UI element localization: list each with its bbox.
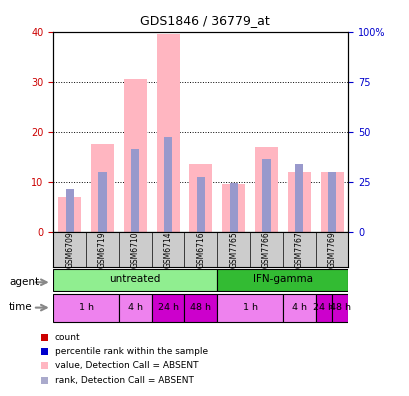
Bar xyxy=(124,79,146,232)
Text: GSM6709: GSM6709 xyxy=(65,231,74,268)
Text: GSM7767: GSM7767 xyxy=(294,231,303,268)
Bar xyxy=(331,294,348,322)
Bar xyxy=(119,294,151,322)
Bar xyxy=(156,34,179,232)
Text: IFN-gamma: IFN-gamma xyxy=(252,274,312,284)
Text: 48 h: 48 h xyxy=(190,303,211,312)
Bar xyxy=(222,184,245,232)
Bar xyxy=(254,147,277,232)
Bar xyxy=(131,149,139,232)
Bar xyxy=(294,164,303,232)
Text: rank, Detection Call = ABSENT: rank, Detection Call = ABSENT xyxy=(54,376,193,385)
Bar xyxy=(282,294,315,322)
Bar xyxy=(287,172,310,232)
Bar xyxy=(196,177,204,232)
Text: 1 h: 1 h xyxy=(242,303,257,312)
Bar xyxy=(91,144,114,232)
Text: value, Detection Call = ABSENT: value, Detection Call = ABSENT xyxy=(54,362,198,370)
Text: GSM6714: GSM6714 xyxy=(163,231,172,268)
Text: count: count xyxy=(54,333,80,342)
Bar xyxy=(41,377,48,384)
Text: GSM7769: GSM7769 xyxy=(327,231,336,268)
Text: 24 h: 24 h xyxy=(157,303,178,312)
Bar xyxy=(315,294,331,322)
Bar xyxy=(53,268,217,291)
Bar xyxy=(327,172,335,232)
Bar xyxy=(320,172,343,232)
Text: 4 h: 4 h xyxy=(128,303,142,312)
Bar xyxy=(184,294,217,322)
Bar xyxy=(65,189,74,232)
Text: 4 h: 4 h xyxy=(291,303,306,312)
Bar xyxy=(58,197,81,232)
Text: 1 h: 1 h xyxy=(79,303,93,312)
Bar xyxy=(262,159,270,232)
Text: time: time xyxy=(9,302,33,312)
Text: GSM6716: GSM6716 xyxy=(196,231,205,268)
Bar xyxy=(41,348,48,355)
Bar xyxy=(164,137,172,232)
Bar xyxy=(53,294,119,322)
Bar xyxy=(189,164,212,232)
Text: 24 h: 24 h xyxy=(312,303,334,312)
Bar xyxy=(151,294,184,322)
Text: 48 h: 48 h xyxy=(329,303,350,312)
Bar xyxy=(217,268,348,291)
Bar xyxy=(41,362,48,369)
Bar xyxy=(217,294,282,322)
Text: GSM6710: GSM6710 xyxy=(130,231,139,268)
Bar xyxy=(41,334,48,341)
Text: GSM6719: GSM6719 xyxy=(98,231,107,268)
Text: untreated: untreated xyxy=(109,274,161,284)
Text: GSM7765: GSM7765 xyxy=(229,231,238,268)
Text: GSM7766: GSM7766 xyxy=(261,231,270,268)
Text: GDS1846 / 36779_at: GDS1846 / 36779_at xyxy=(140,14,269,27)
Text: agent: agent xyxy=(9,277,39,287)
Bar xyxy=(98,172,106,232)
Bar xyxy=(229,183,237,232)
Text: percentile rank within the sample: percentile rank within the sample xyxy=(54,347,207,356)
